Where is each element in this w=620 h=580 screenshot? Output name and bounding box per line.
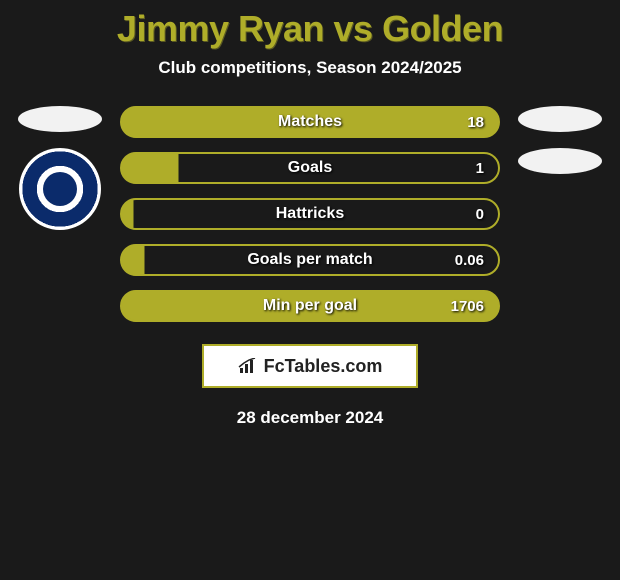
player2-club-placeholder	[518, 148, 602, 174]
stat-value: 0	[476, 206, 484, 223]
stat-label: Matches	[278, 113, 342, 131]
player1-club-badge	[19, 148, 101, 230]
comparison-content: Matches 18 Goals 1 Hattricks 0 Goals per…	[0, 106, 620, 322]
stat-bar-min-per-goal: Min per goal 1706	[120, 290, 500, 322]
stat-value: 1706	[451, 298, 484, 315]
stat-label: Hattricks	[276, 205, 344, 223]
footer-date: 28 december 2024	[0, 408, 620, 428]
stat-label: Goals	[288, 159, 332, 177]
stat-value: 1	[476, 160, 484, 177]
chart-icon	[238, 358, 258, 374]
stat-label: Min per goal	[263, 297, 357, 315]
subtitle: Club competitions, Season 2024/2025	[0, 58, 620, 78]
stat-bar-goals-per-match: Goals per match 0.06	[120, 244, 500, 276]
player1-photo-placeholder	[18, 106, 102, 132]
brand-text: FcTables.com	[264, 356, 383, 377]
stat-bar-goals: Goals 1	[120, 152, 500, 184]
stat-bar-hattricks: Hattricks 0	[120, 198, 500, 230]
left-player-column	[18, 106, 102, 322]
right-player-column	[518, 106, 602, 322]
stat-label: Goals per match	[247, 251, 372, 269]
stat-bar-matches: Matches 18	[120, 106, 500, 138]
player2-photo-placeholder	[518, 106, 602, 132]
page-title: Jimmy Ryan vs Golden	[0, 0, 620, 50]
stats-column: Matches 18 Goals 1 Hattricks 0 Goals per…	[120, 106, 500, 322]
stat-value: 18	[467, 114, 484, 131]
stat-value: 0.06	[455, 252, 484, 269]
brand-watermark: FcTables.com	[202, 344, 418, 388]
